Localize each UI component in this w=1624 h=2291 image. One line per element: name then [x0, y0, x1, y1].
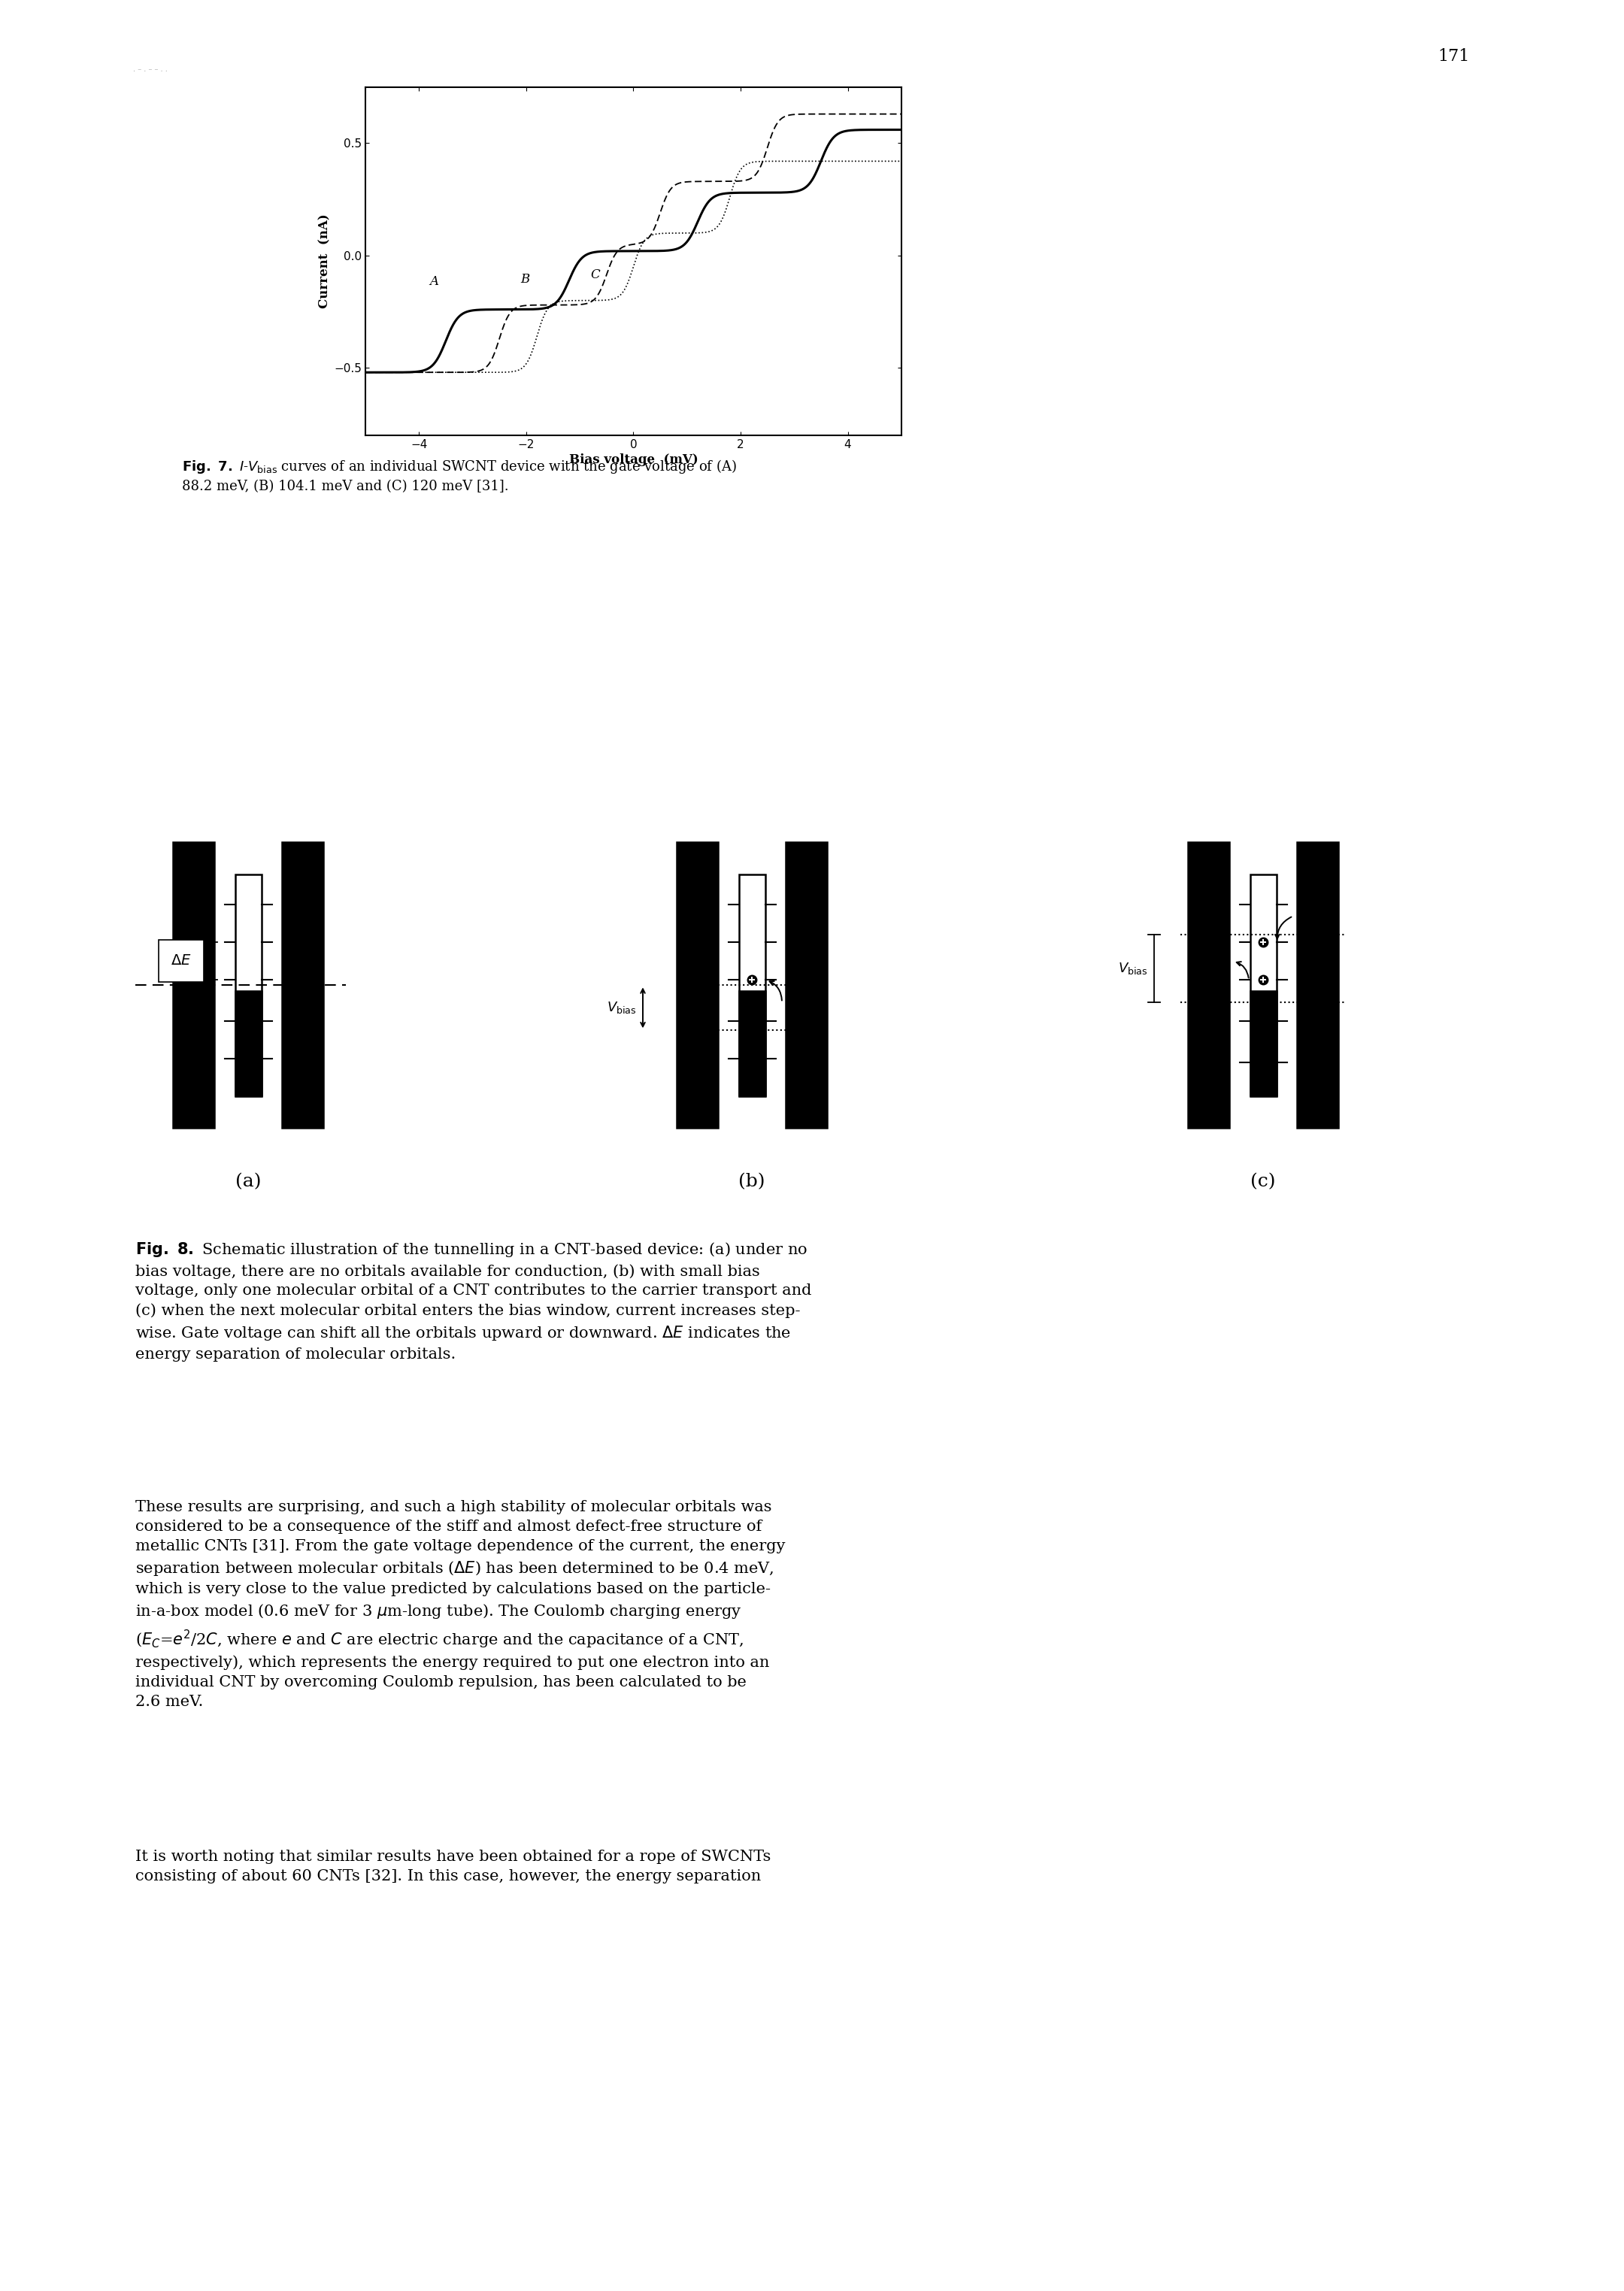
- Bar: [1250, 875, 1276, 1097]
- Text: These results are surprising, and such a high stability of molecular orbitals wa: These results are surprising, and such a…: [135, 1501, 786, 1709]
- Text: It is worth noting that similar results have been obtained for a rope of SWCNTs
: It is worth noting that similar results …: [135, 1849, 771, 1883]
- Bar: [786, 843, 827, 1127]
- Text: B: B: [521, 273, 529, 286]
- Bar: [677, 843, 718, 1127]
- Text: (a): (a): [235, 1173, 261, 1191]
- Bar: [235, 875, 261, 1097]
- Text: $V_\mathrm{bias}$: $V_\mathrm{bias}$: [1119, 962, 1148, 976]
- Text: 171: 171: [1437, 48, 1470, 64]
- Text: . – . – – . .: . – . – – . .: [133, 66, 167, 73]
- Bar: [283, 843, 323, 1127]
- Text: A: A: [430, 275, 438, 289]
- Text: (b): (b): [739, 1173, 765, 1191]
- Bar: [1298, 843, 1338, 1127]
- Text: $\Delta E$: $\Delta E$: [171, 955, 192, 967]
- Text: $V_\mathrm{bias}$: $V_\mathrm{bias}$: [607, 1001, 637, 1015]
- Bar: [739, 992, 765, 1095]
- Bar: [739, 875, 765, 1097]
- Bar: [172, 843, 214, 1127]
- Y-axis label: Current  (nA): Current (nA): [318, 213, 331, 309]
- Bar: [1187, 843, 1229, 1127]
- Bar: [235, 992, 261, 1095]
- Bar: [1250, 992, 1276, 1095]
- X-axis label: Bias voltage  (mV): Bias voltage (mV): [568, 454, 698, 465]
- Text: (c): (c): [1250, 1173, 1276, 1191]
- Text: $\bf{Fig.\ 8.}$ Schematic illustration of the tunnelling in a CNT-based device: : $\bf{Fig.\ 8.}$ Schematic illustration o…: [135, 1242, 812, 1361]
- Text: C: C: [591, 268, 601, 282]
- Text: $\mathbf{Fig.\ 7.}$ $I$-$V_\mathrm{bias}$ curves of an individual SWCNT device w: $\mathbf{Fig.\ 7.}$ $I$-$V_\mathrm{bias}…: [182, 458, 737, 493]
- Bar: [159, 939, 203, 983]
